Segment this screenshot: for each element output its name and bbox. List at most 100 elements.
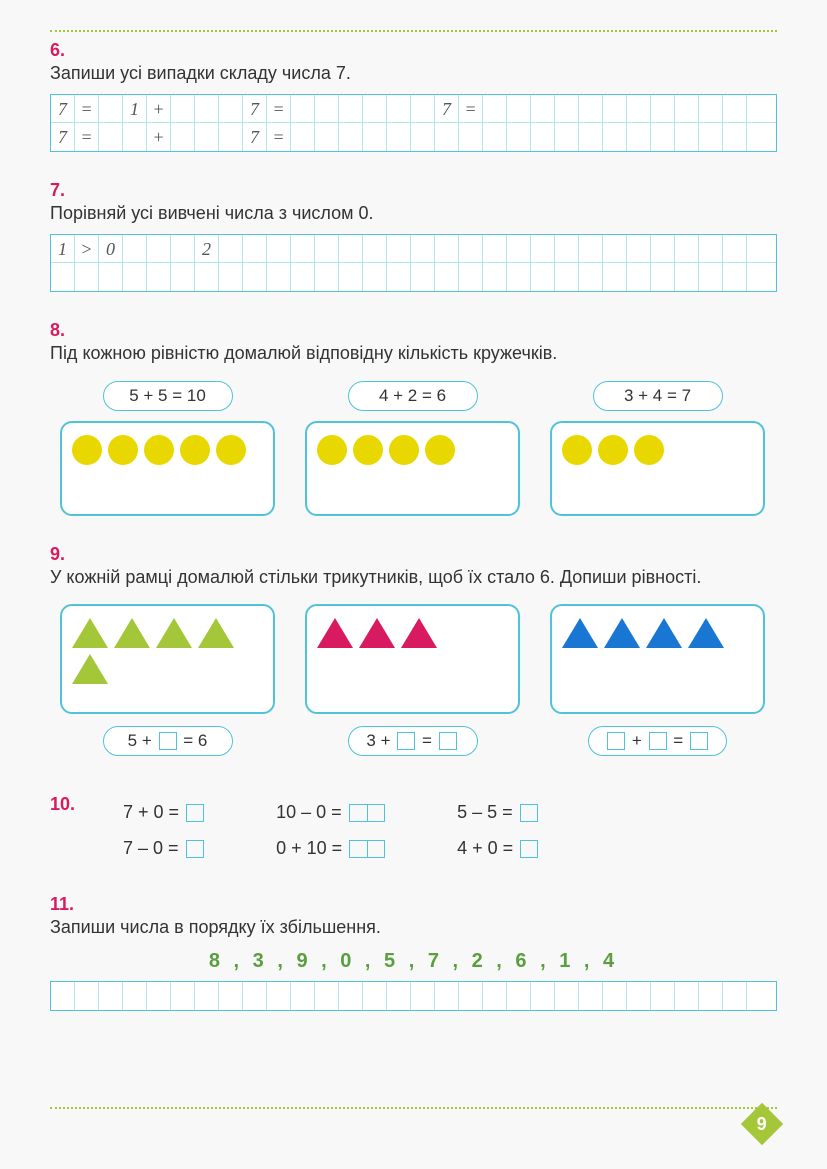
grid-cell[interactable]: [459, 263, 483, 291]
grid-cell[interactable]: [747, 982, 771, 1010]
grid-cell[interactable]: [339, 263, 363, 291]
grid-cell[interactable]: [387, 123, 411, 151]
grid-cell[interactable]: [723, 123, 747, 151]
grid-cell[interactable]: [123, 123, 147, 151]
grid-cell[interactable]: 7: [243, 95, 267, 122]
grid-cell[interactable]: [171, 263, 195, 291]
grid-cell[interactable]: [219, 982, 243, 1010]
grid-cell[interactable]: [363, 263, 387, 291]
grid-cell[interactable]: [459, 982, 483, 1010]
grid-cell[interactable]: 7: [51, 95, 75, 122]
grid-cell[interactable]: [339, 982, 363, 1010]
grid-cell[interactable]: [603, 95, 627, 122]
grid-cell[interactable]: [147, 982, 171, 1010]
grid-cell[interactable]: [267, 263, 291, 291]
circle-box[interactable]: [550, 421, 765, 516]
grid-cell[interactable]: [603, 123, 627, 151]
grid-cell[interactable]: [699, 235, 723, 262]
grid-cell[interactable]: [651, 235, 675, 262]
grid-cell[interactable]: [651, 263, 675, 291]
grid-cell[interactable]: [555, 982, 579, 1010]
equation-pill[interactable]: + =: [550, 726, 765, 766]
grid-cell[interactable]: [171, 95, 195, 122]
grid-cell[interactable]: [579, 123, 603, 151]
ex10-col2[interactable]: 10 – 0 = 0 + 10 =: [276, 794, 387, 866]
grid-cell[interactable]: [555, 123, 579, 151]
grid-cell[interactable]: [699, 263, 723, 291]
grid-cell[interactable]: [483, 95, 507, 122]
grid-cell[interactable]: [219, 123, 243, 151]
grid-cell[interactable]: [699, 95, 723, 122]
grid-cell[interactable]: [195, 123, 219, 151]
grid-cell[interactable]: [603, 982, 627, 1010]
ex11-grid[interactable]: [50, 981, 777, 1011]
grid-cell[interactable]: [507, 123, 531, 151]
triangle-box[interactable]: [60, 604, 275, 714]
grid-cell[interactable]: [531, 982, 555, 1010]
grid-cell[interactable]: [195, 95, 219, 122]
grid-cell[interactable]: [267, 982, 291, 1010]
grid-cell[interactable]: 7: [435, 95, 459, 122]
grid-cell[interactable]: [483, 263, 507, 291]
grid-cell[interactable]: [219, 235, 243, 262]
grid-cell[interactable]: =: [267, 123, 291, 151]
grid-cell[interactable]: [579, 95, 603, 122]
grid-cell[interactable]: [675, 95, 699, 122]
grid-cell[interactable]: [483, 982, 507, 1010]
grid-cell[interactable]: [435, 235, 459, 262]
grid-cell[interactable]: [339, 123, 363, 151]
circle-box[interactable]: [60, 421, 275, 516]
equation-pill[interactable]: 5 + = 6: [60, 726, 275, 766]
grid-cell[interactable]: [315, 263, 339, 291]
grid-cell[interactable]: [51, 982, 75, 1010]
grid-cell[interactable]: =: [459, 95, 483, 122]
grid-cell[interactable]: [747, 95, 771, 122]
grid-cell[interactable]: [387, 263, 411, 291]
grid-cell[interactable]: [75, 263, 99, 291]
grid-cell[interactable]: [219, 263, 243, 291]
grid-cell[interactable]: [123, 263, 147, 291]
grid-cell[interactable]: [723, 982, 747, 1010]
grid-cell[interactable]: >: [75, 235, 99, 262]
grid-cell[interactable]: [459, 123, 483, 151]
grid-cell[interactable]: [315, 123, 339, 151]
grid-cell[interactable]: [675, 982, 699, 1010]
grid-cell[interactable]: [699, 123, 723, 151]
grid-cell[interactable]: 1: [51, 235, 75, 262]
grid-cell[interactable]: [411, 982, 435, 1010]
grid-cell[interactable]: [531, 95, 555, 122]
grid-cell[interactable]: [651, 95, 675, 122]
grid-cell[interactable]: [603, 235, 627, 262]
grid-cell[interactable]: =: [75, 95, 99, 122]
grid-cell[interactable]: 0: [99, 235, 123, 262]
grid-cell[interactable]: [291, 95, 315, 122]
grid-cell[interactable]: [315, 982, 339, 1010]
grid-cell[interactable]: +: [147, 95, 171, 122]
grid-cell[interactable]: [123, 982, 147, 1010]
grid-cell[interactable]: [555, 95, 579, 122]
grid-cell[interactable]: [435, 123, 459, 151]
grid-cell[interactable]: [291, 982, 315, 1010]
grid-cell[interactable]: [387, 982, 411, 1010]
grid-cell[interactable]: 7: [243, 123, 267, 151]
grid-cell[interactable]: [243, 263, 267, 291]
grid-cell[interactable]: [723, 95, 747, 122]
grid-cell[interactable]: [603, 263, 627, 291]
circle-box[interactable]: [305, 421, 520, 516]
grid-cell[interactable]: [483, 235, 507, 262]
grid-cell[interactable]: [147, 235, 171, 262]
grid-cell[interactable]: [315, 95, 339, 122]
grid-cell[interactable]: [627, 123, 651, 151]
grid-cell[interactable]: [627, 235, 651, 262]
grid-cell[interactable]: [699, 982, 723, 1010]
grid-cell[interactable]: [651, 123, 675, 151]
grid-cell[interactable]: [651, 982, 675, 1010]
grid-cell[interactable]: [675, 123, 699, 151]
triangle-box[interactable]: [550, 604, 765, 714]
grid-cell[interactable]: [747, 123, 771, 151]
grid-cell[interactable]: [363, 95, 387, 122]
grid-cell[interactable]: [387, 95, 411, 122]
grid-cell[interactable]: [387, 235, 411, 262]
grid-cell[interactable]: 2: [195, 235, 219, 262]
grid-cell[interactable]: [363, 123, 387, 151]
